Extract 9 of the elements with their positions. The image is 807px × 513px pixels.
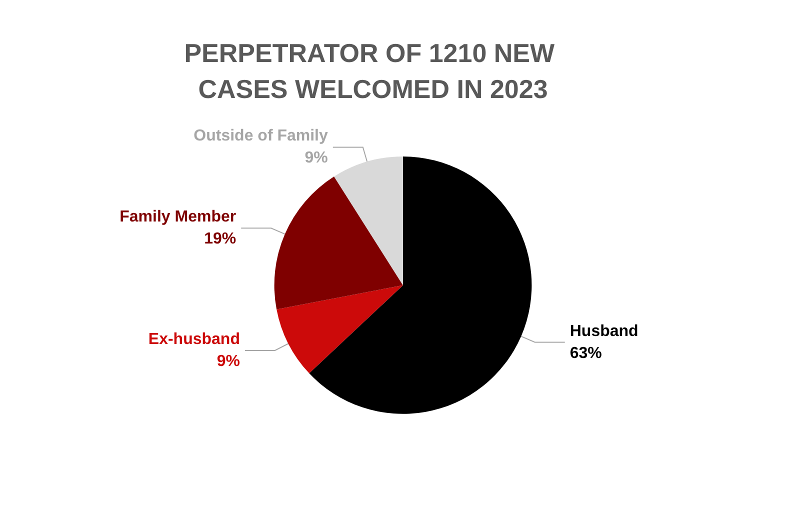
data-label: 9% <box>216 352 240 370</box>
slice-label: Outside of Family <box>194 128 328 145</box>
data-label: 9% <box>304 150 328 167</box>
slice-label: Ex-husband <box>148 330 240 348</box>
data-label: 19% <box>204 230 236 248</box>
data-label: 63% <box>570 344 602 362</box>
slice-label: Husband <box>570 322 638 340</box>
chart-title: PERPETRATOR OF 1210 NEW CASES WELCOMED IN 2023 <box>184 38 562 104</box>
slice-label: Family Member <box>120 208 236 226</box>
